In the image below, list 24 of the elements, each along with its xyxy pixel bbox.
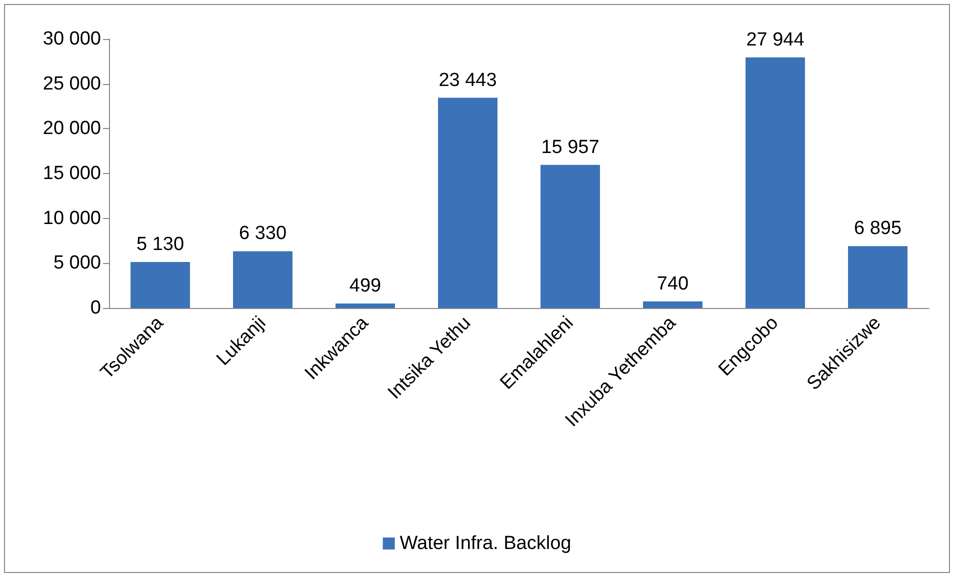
legend-label: Water Infra. Backlog [400,533,572,554]
data-label: 23 443 [438,70,497,91]
data-label: 6 895 [854,218,902,240]
y-tick-label: 10 000 [42,208,101,229]
data-label: 6 330 [238,223,287,244]
bar [540,164,600,308]
y-tick-label: 0 [90,298,101,318]
y-tick-label: 30 000 [42,28,101,50]
bar [130,262,190,308]
data-label: 27 944 [746,29,805,50]
bar [848,246,908,308]
data-label: 5 130 [136,234,184,255]
y-tick-label: 20 000 [42,118,101,140]
data-label: 15 957 [541,136,600,158]
data-label: 499 [349,276,382,297]
y-tick-label: 15 000 [42,163,101,184]
y-tick-label: 25 000 [42,73,101,94]
bar [336,304,395,308]
bar [746,57,805,308]
bar [643,301,702,308]
y-tick-label: 5 000 [53,252,101,274]
bar [233,251,292,308]
bar [438,98,498,308]
data-label: 740 [656,273,689,294]
